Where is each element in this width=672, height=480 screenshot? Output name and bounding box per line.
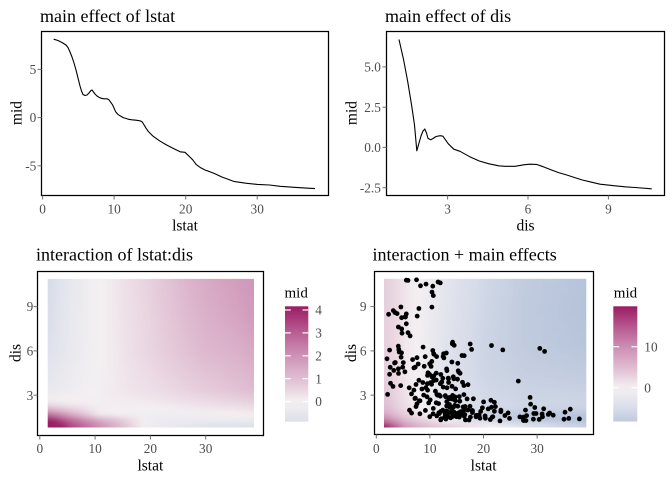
svg-text:lstat: lstat bbox=[471, 458, 498, 475]
svg-text:0.0: 0.0 bbox=[364, 140, 381, 155]
svg-text:mid: mid bbox=[285, 286, 309, 302]
svg-text:0: 0 bbox=[315, 394, 322, 409]
svg-text:-5: -5 bbox=[25, 158, 36, 173]
svg-text:10: 10 bbox=[88, 441, 102, 456]
svg-text:30: 30 bbox=[530, 441, 544, 456]
svg-text:20: 20 bbox=[179, 201, 193, 216]
svg-text:6: 6 bbox=[360, 344, 367, 359]
svg-text:dis: dis bbox=[516, 217, 534, 234]
svg-text:30: 30 bbox=[251, 201, 265, 216]
svg-text:0: 0 bbox=[644, 380, 651, 395]
svg-text:main effect of lstat: main effect of lstat bbox=[40, 6, 175, 26]
svg-text:9: 9 bbox=[360, 299, 367, 314]
svg-text:20: 20 bbox=[144, 441, 158, 456]
svg-text:2: 2 bbox=[315, 348, 322, 363]
svg-text:mid: mid bbox=[344, 101, 361, 125]
svg-text:30: 30 bbox=[199, 441, 213, 456]
svg-text:10: 10 bbox=[423, 441, 437, 456]
svg-text:9: 9 bbox=[605, 201, 612, 216]
svg-text:dis: dis bbox=[343, 344, 360, 362]
svg-text:interaction + main effects: interaction + main effects bbox=[373, 244, 557, 264]
svg-text:5.0: 5.0 bbox=[364, 60, 381, 75]
svg-text:0: 0 bbox=[39, 201, 46, 216]
svg-text:0: 0 bbox=[373, 441, 380, 456]
svg-text:10: 10 bbox=[644, 339, 658, 354]
svg-text:5: 5 bbox=[30, 62, 37, 77]
svg-text:0: 0 bbox=[30, 110, 37, 125]
svg-text:3: 3 bbox=[315, 326, 322, 341]
svg-text:3: 3 bbox=[27, 388, 34, 403]
svg-text:lstat: lstat bbox=[137, 458, 164, 475]
svg-text:lstat: lstat bbox=[172, 217, 199, 234]
svg-text:2.5: 2.5 bbox=[364, 100, 381, 115]
svg-text:-2.5: -2.5 bbox=[360, 180, 381, 195]
svg-text:10: 10 bbox=[107, 201, 121, 216]
svg-text:3: 3 bbox=[444, 201, 451, 216]
svg-text:9: 9 bbox=[27, 299, 34, 314]
svg-text:4: 4 bbox=[315, 303, 322, 318]
svg-text:interaction of lstat:dis: interaction of lstat:dis bbox=[36, 244, 193, 264]
svg-text:main effect of dis: main effect of dis bbox=[385, 6, 511, 26]
svg-text:dis: dis bbox=[8, 344, 25, 362]
svg-text:3: 3 bbox=[360, 388, 367, 403]
svg-text:0: 0 bbox=[36, 441, 43, 456]
svg-text:20: 20 bbox=[477, 441, 491, 456]
svg-text:mid: mid bbox=[9, 101, 26, 125]
svg-text:1: 1 bbox=[315, 371, 322, 386]
svg-text:6: 6 bbox=[525, 201, 532, 216]
svg-text:6: 6 bbox=[27, 344, 34, 359]
svg-text:mid: mid bbox=[614, 286, 638, 302]
